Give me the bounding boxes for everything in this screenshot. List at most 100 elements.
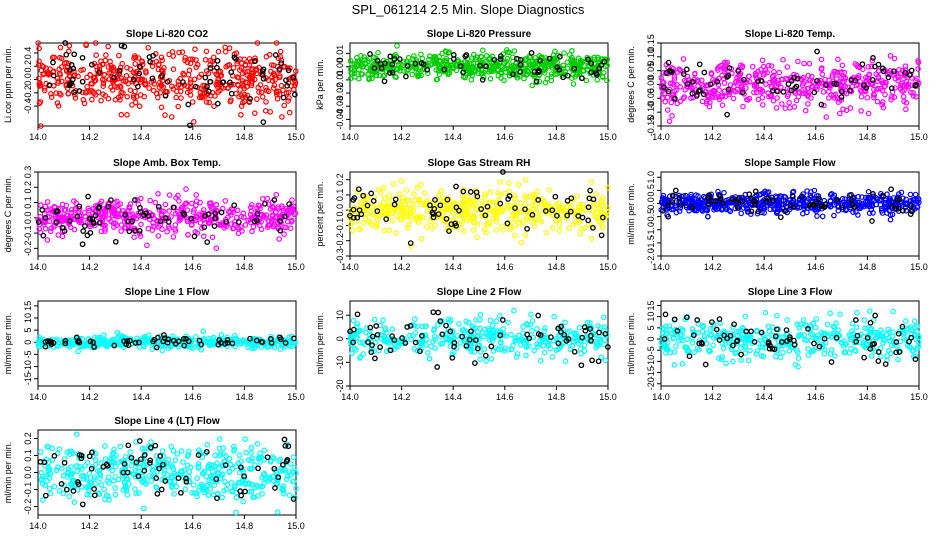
- panel-title: Slope Line 1 Flow: [125, 287, 210, 298]
- y-tick-label: -0.2: [335, 233, 345, 249]
- data-point: [831, 212, 837, 219]
- data-point: [691, 349, 698, 356]
- data-point: [145, 225, 152, 232]
- data-point: [170, 66, 177, 73]
- data-point: [505, 180, 512, 187]
- data-point: [110, 207, 117, 214]
- data-point: [411, 53, 417, 59]
- data-point: [66, 42, 73, 49]
- data-point: [42, 218, 49, 225]
- data-point: [158, 54, 165, 61]
- data-point: [445, 71, 452, 78]
- y-tick-label: 10: [23, 313, 33, 323]
- data-point: [522, 201, 528, 207]
- data-point: [478, 53, 485, 60]
- data-point: [97, 63, 103, 69]
- data-point: [795, 58, 801, 65]
- data-point: [233, 214, 240, 221]
- data-point: [522, 177, 529, 183]
- overlay-point: [524, 225, 530, 232]
- data-point: [371, 316, 378, 323]
- y-tick-label: 5: [646, 325, 656, 330]
- data-point: [745, 73, 752, 80]
- data-point: [118, 93, 124, 99]
- data-point: [42, 225, 49, 232]
- y-tick-label: -0.1: [23, 225, 33, 241]
- data-point: [594, 77, 601, 83]
- data-point: [272, 214, 279, 221]
- data-point: [438, 188, 445, 194]
- data-point: [117, 83, 123, 89]
- data-point: [469, 72, 476, 79]
- overlay-point: [792, 85, 798, 91]
- data-point: [900, 93, 907, 100]
- data-point: [44, 199, 51, 205]
- data-point: [574, 193, 581, 200]
- data-point: [798, 88, 805, 94]
- overlay-point: [902, 69, 909, 76]
- data-point: [669, 113, 675, 119]
- data-point: [92, 40, 99, 46]
- data-point: [488, 356, 495, 362]
- overlay-point: [207, 65, 214, 71]
- data-point: [567, 346, 574, 353]
- data-point: [172, 210, 179, 217]
- data-point: [576, 324, 583, 331]
- data-point: [445, 64, 451, 71]
- overlay-point: [108, 197, 114, 203]
- data-point: [880, 104, 887, 111]
- overlay-point: [680, 71, 687, 77]
- overlay-point: [601, 58, 608, 65]
- data-point: [577, 57, 584, 64]
- x-tick-label: 14.2: [81, 392, 99, 402]
- data-point: [813, 316, 820, 323]
- data-point: [595, 54, 601, 61]
- data-point: [381, 185, 387, 191]
- data-point: [786, 99, 792, 106]
- data-point: [223, 64, 229, 70]
- data-point: [785, 91, 792, 98]
- data-point: [403, 187, 410, 194]
- x-tick-label: 14.2: [704, 392, 722, 402]
- y-tick-label: 0.10: [646, 48, 656, 66]
- data-point: [699, 81, 705, 88]
- data-point: [805, 92, 811, 98]
- data-point: [433, 58, 440, 65]
- overlay-point: [689, 78, 696, 85]
- overlay-point: [136, 70, 143, 77]
- overlay-point: [105, 203, 112, 210]
- overlay-point: [546, 55, 553, 62]
- overlay-point: [665, 88, 672, 95]
- y-tick-label: 0.0: [646, 197, 656, 210]
- overlay-point: [277, 227, 284, 234]
- overlay-point: [683, 66, 690, 73]
- data-point: [833, 76, 840, 82]
- data-point: [529, 201, 536, 208]
- x-tick-label: 14.8: [548, 262, 566, 272]
- data-point: [92, 74, 98, 81]
- x-tick-label: 14.2: [81, 262, 99, 272]
- data-point: [279, 114, 285, 120]
- data-point: [260, 214, 267, 220]
- overlay-point: [272, 52, 279, 58]
- data-point: [487, 76, 494, 82]
- data-point: [98, 198, 105, 205]
- data-point: [830, 92, 837, 99]
- data-point: [548, 73, 555, 80]
- data-point: [892, 75, 899, 82]
- overlay-point: [276, 66, 283, 72]
- data-point: [380, 57, 387, 64]
- data-point: [152, 199, 159, 206]
- overlay-point: [85, 193, 91, 200]
- data-point: [223, 221, 229, 227]
- overlay-point: [290, 74, 297, 81]
- data-point: [602, 357, 609, 364]
- overlay-point: [472, 360, 478, 366]
- data-point: [746, 95, 753, 102]
- data-point: [823, 114, 830, 120]
- data-point: [157, 90, 164, 96]
- data-point: [432, 222, 438, 229]
- y-tick-label: 10: [335, 310, 345, 320]
- x-tick-label: 15.0: [287, 392, 305, 402]
- scatter-series: [347, 43, 611, 89]
